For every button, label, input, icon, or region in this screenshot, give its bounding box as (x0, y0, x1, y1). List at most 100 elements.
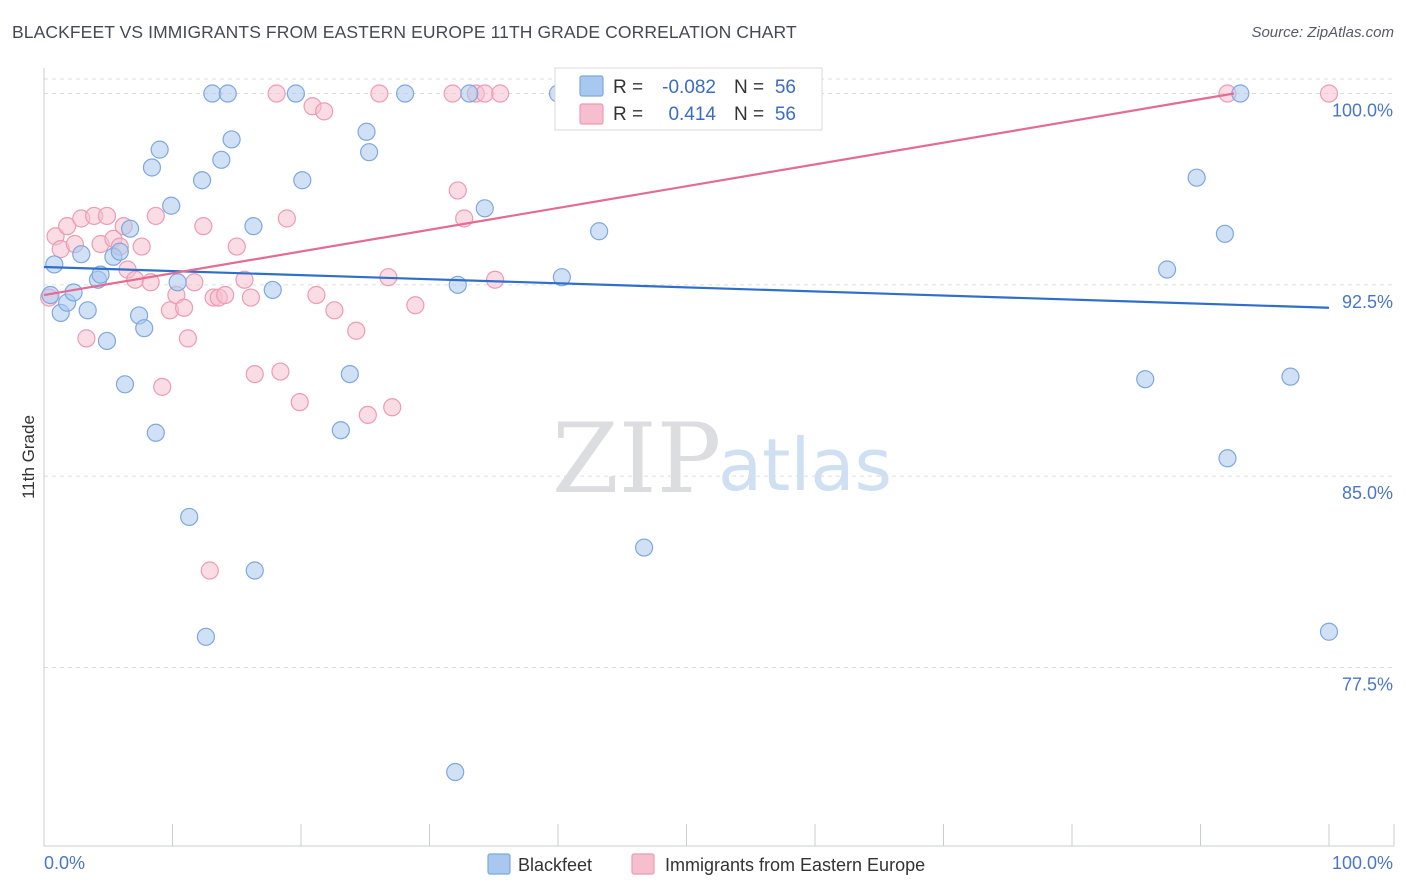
blackfeet-point[interactable] (1231, 84, 1250, 103)
blackfeet-point[interactable] (203, 84, 222, 103)
immigrants-point[interactable] (194, 217, 213, 236)
immigrants-point[interactable] (290, 393, 309, 412)
watermark-zip: ZIP (552, 403, 721, 515)
immigrants-point[interactable] (448, 181, 467, 200)
blackfeet-point[interactable] (168, 273, 187, 292)
blackfeet-point[interactable] (135, 319, 154, 338)
immigrants-point[interactable] (271, 362, 290, 381)
blackfeet-point[interactable] (1319, 622, 1339, 641)
stats-n-value-blackfeet: 56 (775, 77, 796, 98)
watermark-atlas: atlas (718, 423, 892, 507)
blackfeet-point[interactable] (97, 331, 117, 351)
immigrants-point[interactable] (77, 329, 96, 348)
blackfeet-point[interactable] (72, 245, 91, 264)
blackfeet-point[interactable] (218, 84, 237, 103)
blackfeet-point[interactable] (120, 219, 140, 238)
y-axis-label: 11th Grade (19, 415, 38, 499)
blackfeet-point[interactable] (1136, 370, 1155, 389)
y-tick-label: 77.5% (1342, 674, 1393, 694)
blackfeet-point[interactable] (1218, 449, 1237, 468)
immigrants-point[interactable] (383, 398, 402, 417)
blackfeet-point[interactable] (91, 265, 110, 284)
legend-label-blackfeet[interactable]: Blackfeet (518, 855, 592, 875)
blackfeet-point[interactable] (590, 222, 609, 241)
legend-label-immigrants[interactable]: Immigrants from Eastern Europe (665, 855, 925, 875)
blackfeet-point[interactable] (180, 507, 199, 527)
immigrants-point[interactable] (58, 217, 77, 236)
blackfeet-point[interactable] (1281, 367, 1300, 386)
immigrants-point[interactable] (132, 237, 151, 256)
blackfeet-point[interactable] (1187, 168, 1206, 187)
stats-swatch-immigrants (579, 103, 604, 125)
immigrants-point[interactable] (235, 270, 254, 289)
trend-lines (43, 92, 1330, 309)
blackfeet-point[interactable] (196, 627, 216, 646)
blackfeet-point[interactable] (286, 84, 305, 103)
blackfeet-point[interactable] (1157, 260, 1177, 279)
blackfeet-point[interactable] (634, 538, 654, 557)
blackfeet-point[interactable] (263, 280, 282, 300)
blackfeet-point[interactable] (460, 84, 479, 103)
immigrants-point[interactable] (216, 285, 235, 305)
immigrants-point[interactable] (370, 84, 389, 103)
immigrants-point[interactable] (406, 296, 425, 315)
blackfeet-point[interactable] (64, 283, 83, 302)
blackfeet-point[interactable] (1215, 224, 1235, 243)
stats-r-value-blackfeet: -0.082 (662, 77, 716, 98)
blackfeet-point[interactable] (244, 217, 263, 236)
immigrants-point[interactable] (315, 102, 334, 121)
immigrants-point[interactable] (485, 270, 505, 289)
watermark: ZIP atlas (552, 403, 892, 515)
blackfeet-point[interactable] (115, 375, 135, 394)
immigrants-point[interactable] (475, 84, 494, 103)
immigrants-point[interactable] (267, 84, 286, 103)
immigrants-point[interactable] (174, 298, 194, 317)
legend-swatch-blackfeet[interactable] (487, 853, 511, 875)
immigrants-point[interactable] (325, 301, 344, 320)
y-tick-label: 85.0% (1342, 483, 1393, 503)
blackfeet-point[interactable] (150, 140, 169, 159)
immigrants-point[interactable] (241, 288, 260, 307)
immigrants-point[interactable] (307, 285, 326, 305)
immigrants-point[interactable] (178, 329, 198, 348)
blackfeet-point[interactable] (222, 130, 241, 149)
blackfeet-point[interactable] (192, 171, 212, 190)
blackfeet-point[interactable] (212, 150, 231, 169)
source-label: Source: ZipAtlas.com (1251, 24, 1394, 41)
immigrants-point[interactable] (491, 84, 510, 103)
blackfeet-point[interactable] (360, 143, 379, 162)
blackfeet-point[interactable] (357, 122, 376, 141)
immigrants-point[interactable] (245, 364, 264, 384)
blackfeet-point[interactable] (142, 158, 162, 177)
immigrants-point[interactable] (1319, 84, 1339, 103)
blackfeet-point[interactable] (293, 171, 312, 190)
blackfeet-point[interactable] (552, 268, 571, 287)
blackfeet-point[interactable] (245, 561, 264, 580)
blackfeet-point[interactable] (110, 242, 129, 261)
immigrants-point[interactable] (277, 209, 296, 228)
blackfeet-point[interactable] (162, 196, 181, 215)
stats-n-value-immigrants: 56 (775, 104, 796, 125)
blackfeet-point[interactable] (146, 423, 165, 442)
blackfeet-point[interactable] (331, 421, 350, 440)
stats-box: R = -0.082 N = 56 R = 0.414 N = 56 (554, 67, 823, 131)
immigrants-point[interactable] (146, 206, 165, 226)
immigrants-point[interactable] (358, 405, 377, 425)
immigrants-point[interactable] (227, 237, 246, 256)
immigrants-point[interactable] (153, 377, 172, 396)
blackfeet-point[interactable] (45, 255, 64, 274)
blackfeet-point[interactable] (475, 199, 494, 218)
immigrants-point[interactable] (347, 321, 366, 340)
legend-swatch-immigrants[interactable] (631, 853, 655, 875)
blackfeet-point[interactable] (340, 364, 359, 384)
x-tick-label-min: 0.0% (44, 853, 85, 873)
x-axis (43, 824, 1395, 847)
immigrants-point[interactable] (185, 273, 204, 292)
blackfeet-point[interactable] (446, 762, 465, 782)
immigrants-point[interactable] (200, 561, 219, 580)
immigrants-point[interactable] (443, 84, 462, 103)
blackfeet-point[interactable] (395, 84, 415, 103)
immigrants-point[interactable] (97, 206, 117, 226)
blackfeet-point[interactable] (78, 301, 97, 320)
